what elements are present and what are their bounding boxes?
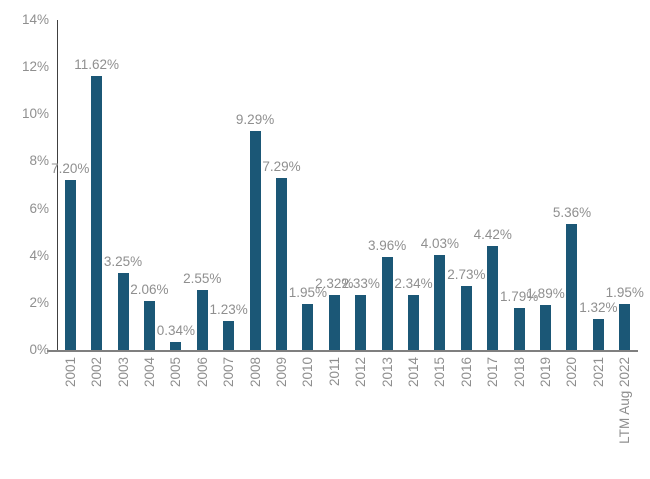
bar	[196, 289, 208, 350]
y-axis-tick-label: 4%	[29, 247, 49, 263]
y-axis-tick-label: 10%	[21, 106, 49, 122]
x-axis-label: 2004	[141, 357, 157, 388]
y-axis-tick-label: 14%	[21, 12, 49, 27]
bar-value-label: 1.89%	[526, 286, 565, 302]
bar-value-label: 2.33%	[341, 276, 380, 292]
x-axis-label: 2018	[511, 357, 527, 388]
bar-value-label: 2.06%	[130, 282, 169, 298]
x-axis-label: 2005	[168, 357, 184, 388]
x-axis-label: 2017	[485, 357, 501, 388]
y-axis-tick-label: 0%	[29, 342, 49, 357]
bar-value-label: 2.55%	[183, 270, 222, 286]
bar	[328, 295, 340, 350]
x-axis-label: 2014	[406, 357, 422, 388]
bar	[249, 131, 261, 350]
bar-value-label: 3.25%	[103, 254, 143, 270]
bar-value-label: 7.20%	[51, 161, 90, 177]
x-axis-label: 2011	[326, 357, 342, 387]
x-axis-line	[47, 350, 638, 352]
x-axis-label: 2001	[62, 357, 78, 388]
x-axis-label: 2003	[115, 357, 131, 388]
bar-value-label: 2.34%	[394, 275, 433, 291]
bar-value-label: 1.95%	[288, 285, 328, 301]
bar	[223, 321, 235, 350]
x-axis-label: 2019	[538, 357, 554, 388]
y-axis-tick-label: 6%	[29, 200, 49, 216]
bar-value-label: 11.62%	[74, 57, 119, 73]
bar-value-label: 1.32%	[579, 299, 618, 315]
bar-value-label: 1.79%	[500, 288, 539, 304]
bar-value-label: 1.95%	[605, 285, 644, 301]
bar	[143, 301, 155, 350]
bar	[434, 255, 446, 350]
bar	[381, 256, 393, 350]
bar-value-label: 4.42%	[473, 226, 512, 242]
x-axis-label: 2002	[89, 357, 105, 388]
bar-value-label: 4.03%	[420, 236, 460, 251]
x-axis-label: 2015	[432, 357, 448, 388]
x-axis-label: 2007	[221, 357, 237, 388]
y-axis-tick-label: 2%	[29, 294, 49, 310]
bar-value-label: 3.96%	[367, 237, 407, 253]
x-axis-label: 2016	[458, 357, 474, 388]
x-axis-label: LTM Aug 2022	[617, 357, 633, 444]
x-axis-label: 2008	[247, 357, 263, 388]
bar-value-label: 2.73%	[447, 266, 486, 282]
bar	[513, 307, 525, 350]
bar	[275, 178, 287, 350]
y-axis-line	[57, 20, 58, 352]
bar	[487, 245, 499, 350]
bar	[619, 304, 631, 350]
bar	[355, 295, 367, 350]
bar-value-label: 0.34%	[156, 322, 195, 338]
bar	[91, 76, 103, 350]
bar	[460, 285, 472, 350]
bar-value-label: 9.29%	[235, 112, 275, 128]
bar-value-label: 1.23%	[209, 302, 248, 317]
bar	[170, 341, 182, 350]
x-axis-label: 2010	[300, 357, 316, 388]
x-axis-label: 2009	[273, 357, 289, 388]
bar	[408, 294, 420, 350]
bar	[64, 180, 76, 350]
bar-value-label: 2.32%	[315, 276, 354, 292]
bar	[566, 223, 578, 350]
x-axis-label: 2021	[590, 357, 606, 388]
bar-value-label: 7.29%	[262, 159, 301, 175]
x-axis-label: 2012	[353, 357, 369, 388]
bar	[117, 273, 129, 350]
bar	[540, 305, 552, 350]
bar	[592, 318, 604, 350]
x-axis-label: 2020	[564, 357, 580, 388]
bar	[302, 304, 314, 350]
x-axis-label: 2006	[194, 357, 210, 388]
y-axis-tick-label: 12%	[21, 59, 49, 75]
x-axis-label: 2013	[379, 357, 395, 388]
y-axis-tick-label: 8%	[29, 153, 49, 169]
bar-value-label: 5.36%	[552, 204, 592, 220]
